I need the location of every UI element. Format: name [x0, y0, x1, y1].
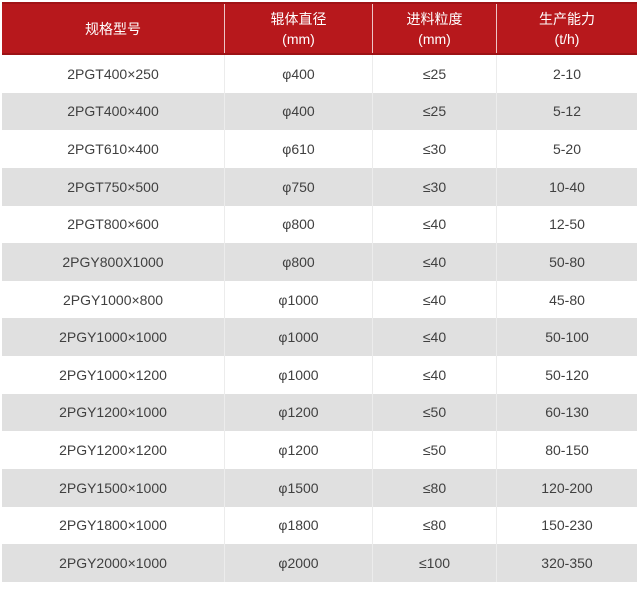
cell-roller-diameter: φ800 — [225, 243, 373, 281]
cell-capacity: 45-80 — [549, 291, 585, 308]
table-row: 2PGT400×400 φ400 ≤25 5-12 — [2, 92, 637, 131]
cell-capacity: 120-200 — [541, 479, 593, 496]
cell-model: 2PGY1200×1200 — [2, 431, 225, 469]
cell-model: 2PGT400×250 — [2, 55, 225, 93]
cell-capacity: 50-100 — [545, 329, 589, 346]
header-capacity: 生产能力 (t/h) — [497, 4, 637, 53]
cell-model: 2PGY1000×800 — [2, 280, 225, 319]
cell-model: 2PGT400×400 — [2, 92, 225, 131]
table-row: 2PGY2000×1000 φ2000 ≤100 320-350 — [2, 544, 637, 582]
cell-roller-diameter: φ2000 — [225, 544, 373, 582]
cell-feed-size: ≤40 — [373, 280, 497, 319]
cell-feed-size: ≤100 — [373, 544, 497, 582]
cell-capacity: 150-230 — [541, 517, 593, 534]
cell-capacity: 2-10 — [552, 65, 582, 82]
cell-model: 2PGY1000×1000 — [2, 318, 225, 356]
header-roller-diameter-label: 辊体直径 — [270, 10, 327, 27]
cell-feed-size: ≤50 — [373, 431, 497, 469]
cell-roller-diameter: φ400 — [225, 55, 373, 93]
cell-model: 2PGT610×400 — [2, 130, 225, 168]
cell-capacity: 5-12 — [552, 103, 582, 120]
cell-capacity: 50-80 — [549, 253, 585, 270]
cell-model: 2PGY2000×1000 — [2, 544, 225, 582]
cell-roller-diameter: φ1200 — [225, 431, 373, 469]
cell-model: 2PGY1000×1200 — [2, 356, 225, 394]
cell-capacity: 12-50 — [549, 216, 585, 233]
cell-model: 2PGY1200×1000 — [2, 393, 225, 432]
cell-roller-diameter: φ1200 — [225, 393, 373, 432]
table-row: 2PGT750×500 φ750 ≤30 10-40 — [2, 167, 637, 206]
header-model-label: 规格型号 — [85, 20, 141, 37]
cell-feed-size: ≤80 — [373, 506, 497, 545]
cell-roller-diameter: φ400 — [225, 92, 373, 131]
header-capacity-unit: (t/h) — [554, 30, 580, 47]
cell-roller-diameter: φ1500 — [225, 468, 373, 507]
header-feed-size-unit: (mm) — [418, 30, 451, 47]
spec-table: 规格型号 辊体直径 (mm) 进料粒度 (mm) 生产能力 (t/h) 2PGT… — [2, 2, 637, 582]
table-row: 2PGY1500×1000 φ1500 ≤80 120-200 — [2, 468, 637, 507]
header-feed-size-label: 进料粒度 — [406, 10, 463, 27]
cell-feed-size: ≤40 — [373, 243, 497, 281]
cell-roller-diameter: φ610 — [225, 130, 373, 168]
cell-feed-size: ≤30 — [373, 130, 497, 168]
cell-feed-size: ≤50 — [373, 393, 497, 432]
cell-feed-size: ≤40 — [373, 356, 497, 394]
table-row: 2PGY1800×1000 φ1800 ≤80 150-230 — [2, 506, 637, 545]
header-feed-size: 进料粒度 (mm) — [373, 4, 497, 53]
cell-feed-size: ≤30 — [373, 167, 497, 206]
header-roller-diameter: 辊体直径 (mm) — [225, 4, 373, 53]
cell-model: 2PGY1800×1000 — [2, 506, 225, 545]
table-row: 2PGT400×250 φ400 ≤25 2-10 — [2, 55, 637, 93]
cell-model: 2PGY1500×1000 — [2, 468, 225, 507]
table-row: 2PGY1000×800 φ1000 ≤40 45-80 — [2, 280, 637, 319]
cell-roller-diameter: φ1000 — [225, 356, 373, 394]
cell-capacity: 50-120 — [545, 366, 589, 383]
cell-model: 2PGY800X1000 — [2, 243, 225, 281]
cell-model: 2PGT800×600 — [2, 205, 225, 244]
table-row: 2PGY800X1000 φ800 ≤40 50-80 — [2, 243, 637, 281]
cell-feed-size: ≤40 — [373, 205, 497, 244]
table-row: 2PGY1200×1000 φ1200 ≤50 60-130 — [2, 393, 637, 432]
header-capacity-label: 生产能力 — [539, 10, 595, 27]
cell-feed-size: ≤25 — [373, 92, 497, 131]
cell-feed-size: ≤40 — [373, 318, 497, 356]
table-row: 2PGT800×600 φ800 ≤40 12-50 — [2, 205, 637, 244]
header-model: 规格型号 — [2, 4, 225, 53]
cell-feed-size: ≤80 — [373, 468, 497, 507]
cell-roller-diameter: φ1000 — [225, 280, 373, 319]
cell-capacity: 60-130 — [545, 404, 589, 421]
cell-model: 2PGT750×500 — [2, 167, 225, 206]
cell-capacity: 320-350 — [541, 554, 593, 571]
table-row: 2PGY1000×1200 φ1000 ≤40 50-120 — [2, 356, 637, 394]
cell-capacity: 80-150 — [545, 442, 589, 459]
table-row: 2PGY1200×1200 φ1200 ≤50 80-150 — [2, 431, 637, 469]
spec-table-body: 2PGT400×250 φ400 ≤25 2-10 2PGT400×400 φ4… — [2, 55, 637, 582]
cell-feed-size: ≤25 — [373, 55, 497, 93]
cell-capacity: 10-40 — [549, 178, 585, 195]
cell-roller-diameter: φ750 — [225, 167, 373, 206]
header-roller-diameter-unit: (mm) — [282, 30, 315, 47]
spec-table-header: 规格型号 辊体直径 (mm) 进料粒度 (mm) 生产能力 (t/h) — [2, 2, 637, 55]
cell-roller-diameter: φ1000 — [225, 318, 373, 356]
table-row: 2PGY1000×1000 φ1000 ≤40 50-100 — [2, 318, 637, 356]
cell-capacity: 5-20 — [552, 141, 582, 158]
table-row: 2PGT610×400 φ610 ≤30 5-20 — [2, 130, 637, 168]
cell-roller-diameter: φ800 — [225, 205, 373, 244]
cell-roller-diameter: φ1800 — [225, 506, 373, 545]
